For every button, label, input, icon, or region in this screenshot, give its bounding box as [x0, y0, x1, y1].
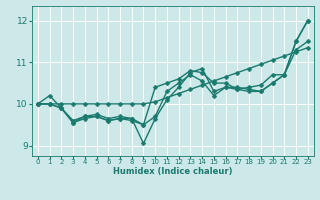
X-axis label: Humidex (Indice chaleur): Humidex (Indice chaleur): [113, 167, 233, 176]
